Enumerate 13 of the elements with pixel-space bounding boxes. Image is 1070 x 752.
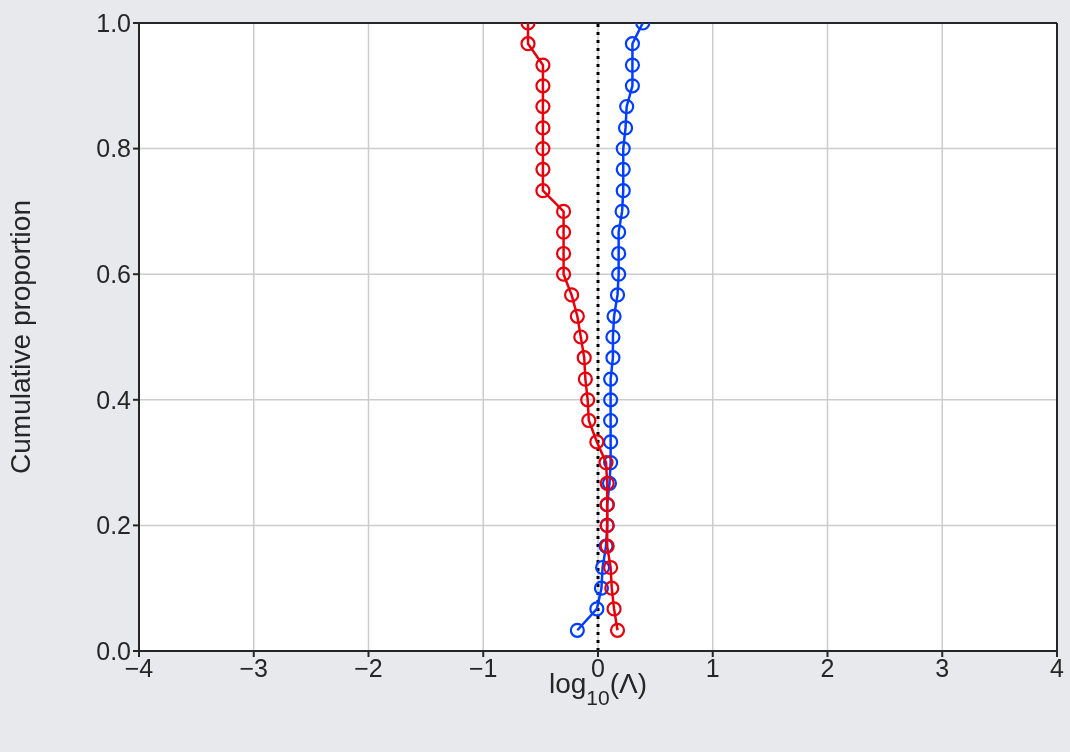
y-tick-label: 0.8	[96, 134, 131, 163]
x-tick-label: −3	[239, 653, 269, 682]
y-tick-label: 0.6	[96, 260, 131, 289]
y-tick-label: 1.0	[96, 8, 131, 37]
x-tick-label: 3	[935, 653, 950, 682]
x-tick-label: 1	[705, 653, 720, 682]
x-tick-label: 4	[1050, 653, 1065, 682]
y-axis-title: Cumulative proportion	[4, 200, 36, 474]
y-tick-label: 0.4	[96, 385, 132, 414]
x-tick-label: 2	[820, 653, 835, 682]
x-tick-label: −1	[468, 653, 498, 682]
y-tick-label: 0.2	[96, 511, 131, 540]
x-tick-label: −2	[354, 653, 383, 682]
